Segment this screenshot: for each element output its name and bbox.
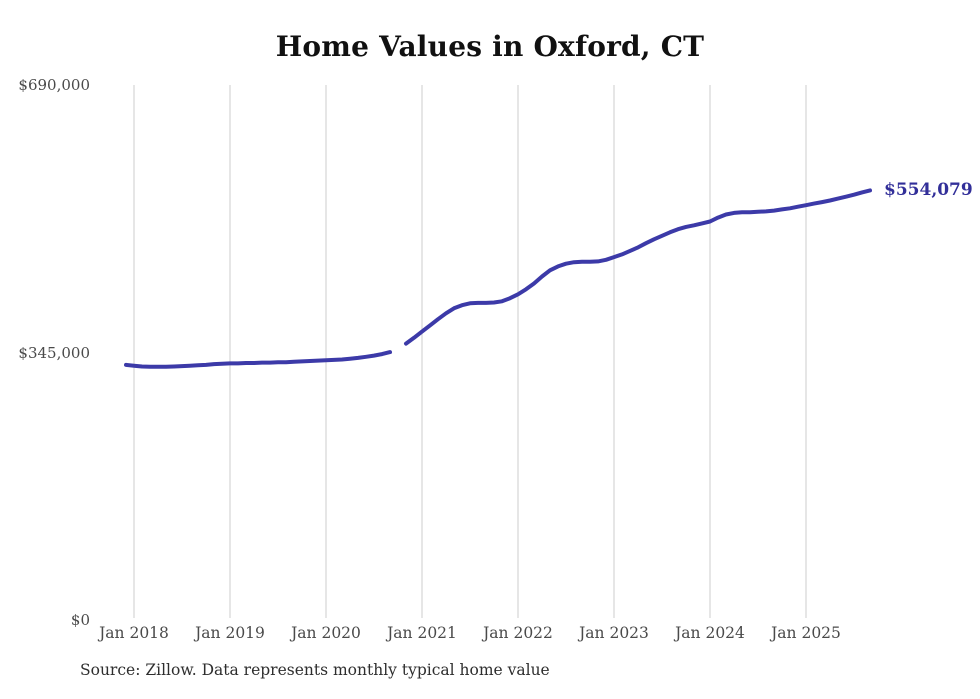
source-note: Source: Zillow. Data represents monthly … bbox=[80, 661, 550, 679]
x-tick-label: Jan 2018 bbox=[99, 624, 169, 642]
home-value-line bbox=[124, 188, 872, 369]
y-tick-label: $345,000 bbox=[18, 343, 90, 362]
home-value-series-path bbox=[124, 188, 872, 369]
y-tick-label: $0 bbox=[70, 611, 90, 629]
chart-title: Home Values in Oxford, CT bbox=[275, 30, 705, 63]
x-tick-label: Jan 2025 bbox=[771, 624, 841, 642]
x-tick-label: Jan 2021 bbox=[387, 624, 457, 642]
x-tick-label: Jan 2023 bbox=[579, 624, 649, 642]
year-gridlines bbox=[133, 85, 807, 618]
x-tick-label: Jan 2019 bbox=[195, 624, 265, 642]
x-tick-label: Jan 2020 bbox=[291, 624, 361, 642]
y-tick-label: $690,000 bbox=[18, 76, 90, 94]
latest-value-label: $554,079 bbox=[884, 180, 973, 201]
x-tick-label: Jan 2024 bbox=[675, 624, 745, 642]
x-tick-label: Jan 2022 bbox=[483, 624, 553, 642]
